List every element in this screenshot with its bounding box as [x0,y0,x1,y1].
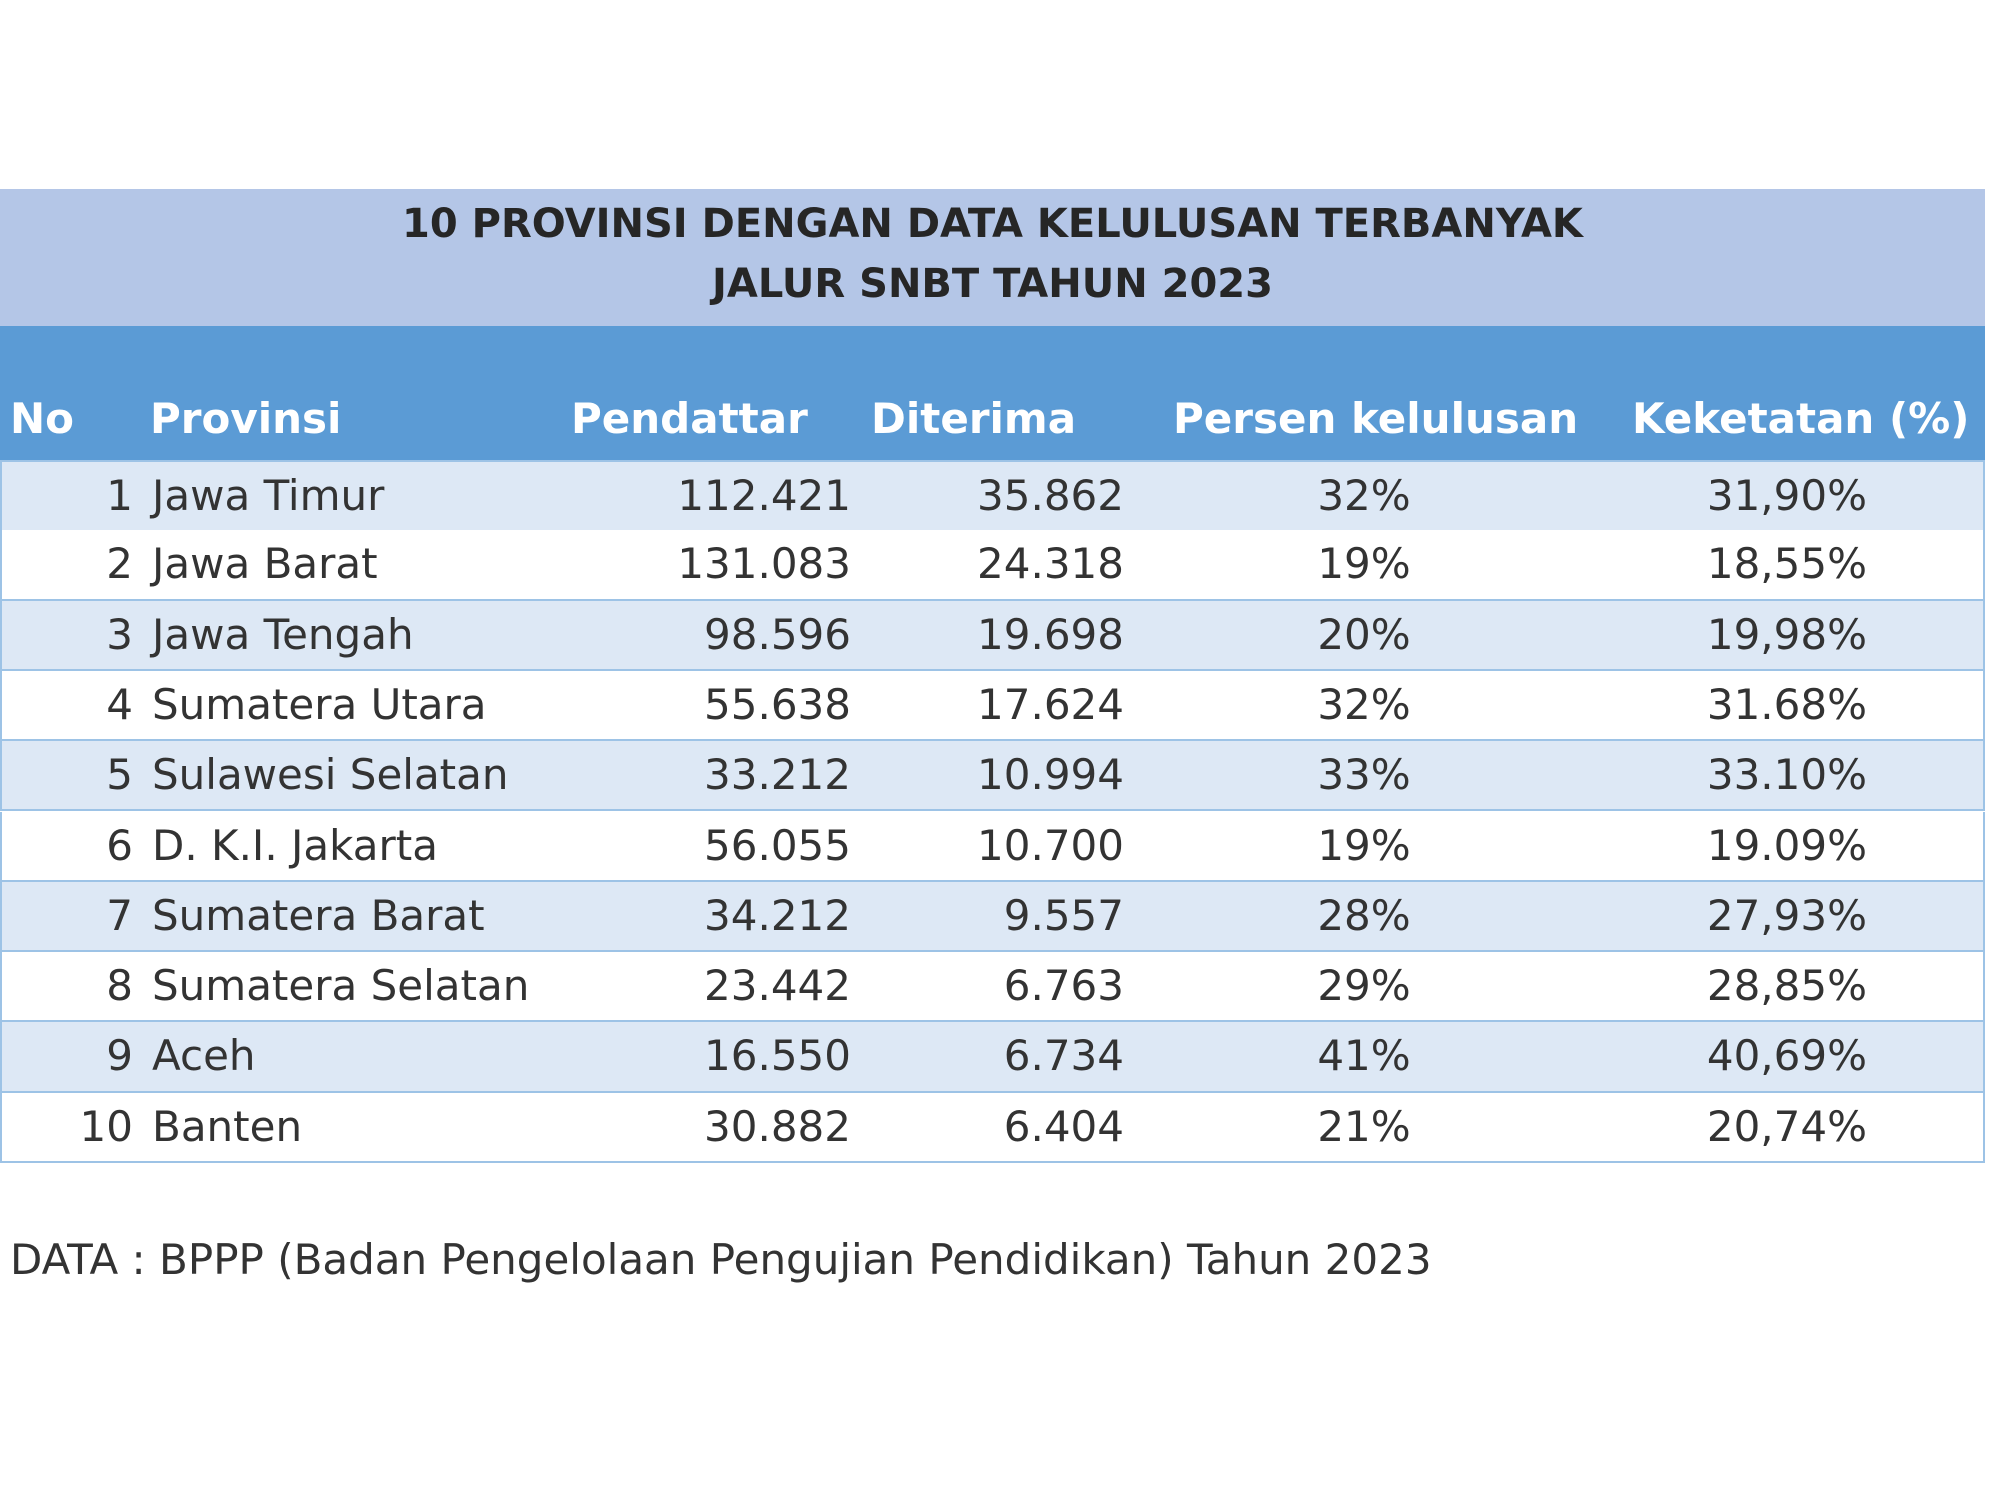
title-line: 10 PROVINSI DENGAN DATA KELULUSAN TERBAN… [402,201,1583,247]
column-header: Provinsi [150,394,342,443]
title-line: JALUR SNBT TAHUN 2023 [712,261,1273,307]
table-cell: 20% [1317,609,1411,659]
table-cell: 17.624 [977,679,1124,729]
table-cell: 21% [1317,1101,1411,1151]
table-cell: 20,74% [1706,1101,1867,1151]
table-cell: 10.700 [977,820,1124,870]
table-cell: 23.442 [704,961,851,1011]
table-cell: 29% [1317,961,1411,1011]
table-cell: 9.557 [1003,890,1124,940]
table-cell: 34.212 [704,890,851,940]
table-cell: 55.638 [704,679,851,729]
table-row: 7 Sumatera Barat 34.212 9.557 28% 27,93% [0,881,1985,953]
table-cell: 10 [79,1101,133,1151]
table-cell: 19% [1317,539,1411,589]
table-cell: Sumatera Utara [152,679,487,729]
table-cell: 2 [106,539,133,589]
table-cell: 18,55% [1706,539,1867,589]
title-band: 10 PROVINSI DENGAN DATA KELULUSAN TERBAN… [0,189,1985,326]
table-cell: 1 [106,471,133,520]
table-header: No Provinsi Pendattar Diterima Persen kelulu… [0,326,1985,460]
table-cell: Aceh [152,1031,256,1081]
table-cell: 56.055 [704,820,851,870]
table-cell: 5 [106,750,133,800]
table-cell: 6 [106,820,133,870]
table-cell: 19.698 [977,609,1124,659]
table-cell: 33.10% [1706,750,1867,800]
table-cell: 6.404 [1003,1101,1124,1151]
table-cell: 19% [1317,820,1411,870]
table-cell: Jawa Tengah [152,609,414,659]
table-row: 2 Jawa Barat 131.083 24.318 19% 18,55% [0,530,1985,601]
table-cell: 28% [1317,890,1411,940]
table-cell: 30.882 [704,1101,851,1151]
table-cell: 31.68% [1706,679,1867,729]
table-cell: 40,69% [1706,1031,1867,1081]
table-cell: 24.318 [977,539,1124,589]
table-cell: Banten [152,1101,303,1151]
table-cell: 9 [106,1031,133,1081]
table-cell: 28,85% [1706,961,1867,1011]
table-cell: Sulawesi Selatan [152,750,509,800]
table-cell: D. K.I. Jakarta [152,820,438,870]
table-cell: 112.421 [677,471,851,520]
table-cell: 16.550 [704,1031,851,1081]
table-cell: 27,93% [1706,890,1867,940]
table-cell: 131.083 [677,539,851,589]
source-note: DATA : BPPP (Badan Pengelolaan Pengujian… [10,1235,1432,1284]
table-cell: 10.994 [977,750,1124,800]
table-cell: 98.596 [704,609,851,659]
table-row: 3 Jawa Tengah 98.596 19.698 20% 19,98% [0,600,1985,671]
table-cell: Jawa Timur [152,471,385,520]
table-cell: 4 [106,679,133,729]
table-row: 4 Sumatera Utara 55.638 17.624 32% 31.68% [0,670,1985,742]
table-cell: 6.734 [1003,1031,1124,1081]
table-cell: 8 [106,961,133,1011]
table-cell: 33% [1317,750,1411,800]
table-cell: Sumatera Selatan [152,961,530,1011]
column-header: Diterima [871,394,1077,443]
table-cell: 19.09% [1706,820,1867,870]
table-row: 9 Aceh 16.550 6.734 41% 40,69% [0,1022,1985,1093]
column-header: No [10,394,75,443]
table-cell: 32% [1317,679,1411,729]
table-cell: Jawa Barat [152,539,378,589]
table-cell: 32% [1317,471,1411,520]
table-row: 1 Jawa Timur 112.421 35.862 32% 31,90% [0,460,1985,533]
table-cell: 33.212 [704,750,851,800]
table-cell: 3 [106,609,133,659]
table-cell: 41% [1317,1031,1411,1081]
table-cell: 6.763 [1003,961,1124,1011]
table-cell: 7 [106,890,133,940]
table-row: 10 Banten 30.882 6.404 21% 20,74% [0,1092,1985,1163]
table-cell: 31,90% [1706,471,1867,520]
table-cell: 35.862 [977,471,1124,520]
column-header: Pendattar [571,394,808,443]
table-cell: 19,98% [1706,609,1867,659]
table-row: 8 Sumatera Selatan 23.442 6.763 29% 28,85% [0,952,1985,1023]
column-header: Persen kelulusan [1173,394,1579,443]
table-row: 5 Sulawesi Selatan 33.212 10.994 33% 33.10% [0,741,1985,812]
table-cell: Sumatera Barat [152,890,485,940]
table-row: 6 D. K.I. Jakarta 56.055 10.700 19% 19.09% [0,811,1985,882]
column-header: Keketatan (%) [1632,394,1970,443]
